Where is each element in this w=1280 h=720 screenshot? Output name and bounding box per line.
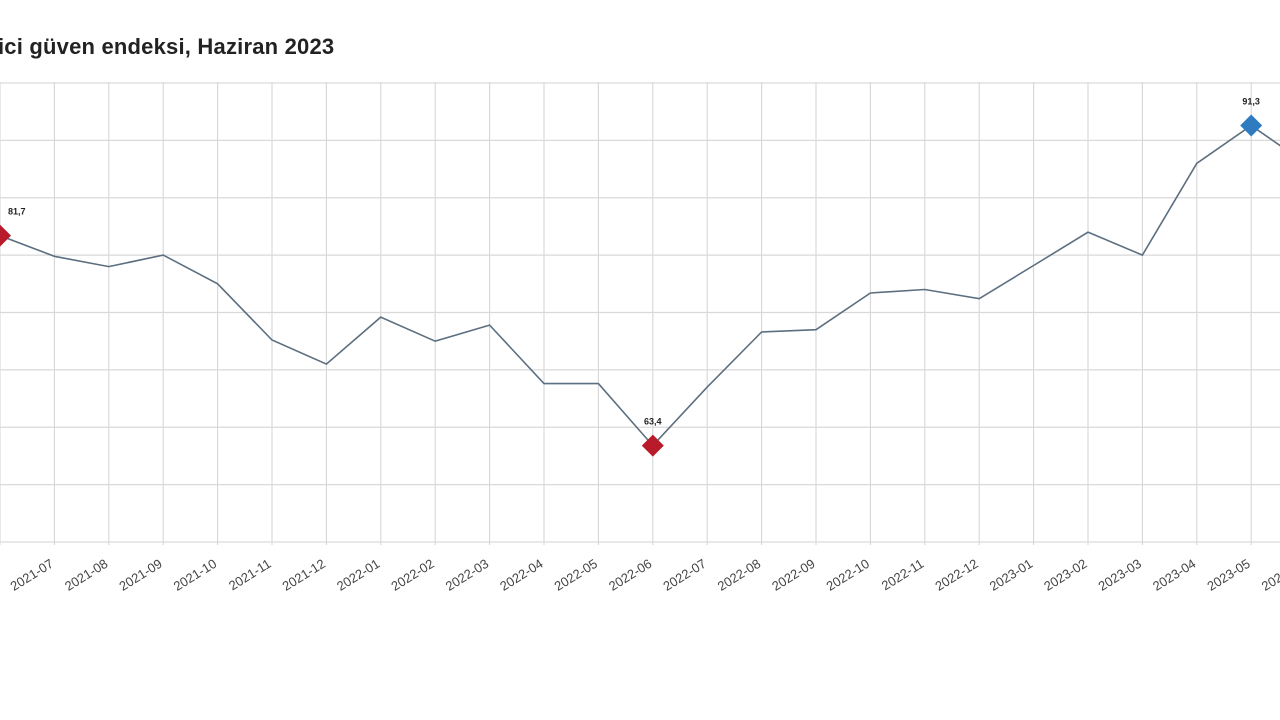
- x-tick-label: 2021-07: [8, 556, 56, 594]
- diamond-marker: [0, 224, 11, 247]
- x-tick-label: 2023-02: [1041, 556, 1089, 594]
- x-tick-label: 2022-12: [932, 556, 980, 594]
- x-tick-label: 2022-10: [824, 556, 872, 594]
- x-tick-label: 2021-09: [116, 556, 164, 594]
- x-tick-label: 2023-01: [987, 556, 1035, 594]
- data-labels: 81,763,491,388: [8, 96, 1260, 427]
- x-tick-label: 2021-11: [226, 556, 274, 593]
- x-tick-label: 2021-10: [171, 556, 219, 594]
- x-tick-label: 2022-01: [334, 556, 382, 594]
- x-tick-label: 2022-05: [552, 556, 600, 594]
- data-label: 91,3: [1242, 96, 1260, 106]
- x-tick-label: 2021-12: [280, 556, 328, 594]
- diamond-marker: [641, 434, 664, 457]
- x-tick-label: 2022-02: [388, 556, 436, 594]
- x-tick-label: 2022-06: [606, 556, 654, 594]
- vertical-gridlines: [0, 82, 1252, 545]
- x-tick-label: 2021-08: [62, 556, 110, 594]
- x-tick-label: 2022-11: [879, 556, 927, 593]
- x-tick-label: 2022-08: [715, 556, 763, 594]
- x-tick-label: 2022-07: [660, 556, 708, 594]
- diamond-marker: [1240, 114, 1263, 137]
- horizontal-gridlines: [0, 82, 1280, 543]
- x-tick-label: 2021-06: [0, 556, 2, 594]
- x-tick-label: 2023-05: [1204, 556, 1252, 594]
- x-tick-label: 2022-09: [769, 556, 817, 594]
- annotation-markers: [0, 114, 1263, 457]
- data-label: 81,7: [8, 207, 26, 217]
- data-label: 63,4: [644, 417, 662, 427]
- x-tick-label: 2022-04: [497, 556, 545, 594]
- x-tick-label: 2023-03: [1096, 556, 1144, 594]
- x-tick-label: 2023-04: [1150, 556, 1198, 594]
- x-tick-label: 2023-06: [1259, 556, 1280, 594]
- chart-title: ici güven endeksi, Haziran 2023: [0, 34, 335, 59]
- x-axis-tick-labels: 2021-062021-072021-082021-092021-102021-…: [0, 556, 1280, 594]
- x-tick-label: 2022-03: [443, 556, 491, 594]
